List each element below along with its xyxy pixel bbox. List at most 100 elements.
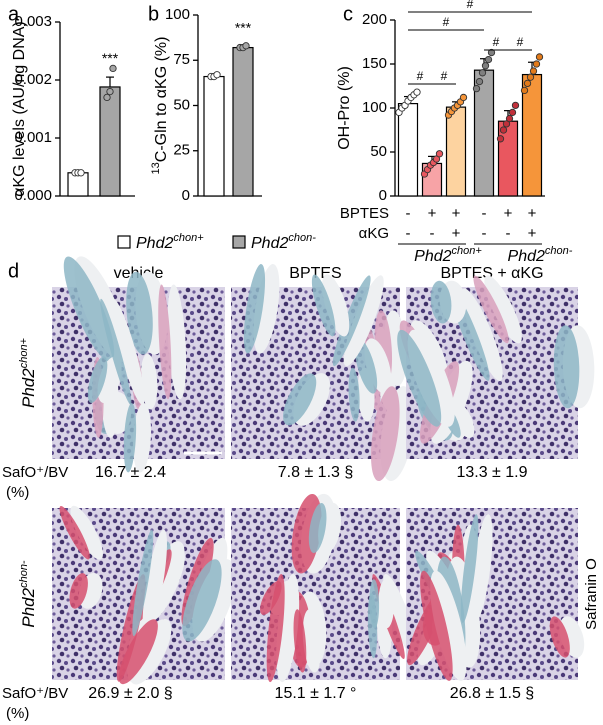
trabecula [123,402,137,473]
y-axis-label-part: 13 [150,162,162,174]
trabecula [132,529,154,637]
y-axis-label-part: C-Gln to αKG (%) [153,37,170,163]
row-label: Phd2chon+ [18,337,39,408]
data-point [103,93,111,102]
column-label: BPTES + αKG [440,265,543,282]
micrograph [52,505,236,685]
condition-mark: + [528,225,537,242]
marrow-space [132,402,152,473]
condition-mark: - [406,205,411,222]
quant-value: 7.8 ± 1.3 § [278,464,354,481]
condition-mark: - [482,205,487,222]
group-label-part: chon- [545,245,573,257]
significance: *** [235,19,252,35]
data-point [508,108,517,117]
data-point [535,53,544,61]
trabecula [460,514,479,623]
y-tick-label: 50 [173,96,190,113]
trabecula [311,274,336,337]
panel-label: a [8,3,20,25]
data-point [475,77,484,86]
bracket-label: # [443,15,450,29]
trabecula [549,616,570,658]
y-tick-label: 100 [165,6,190,23]
y-tick-label: 0.001 [14,129,52,146]
panel-label: c [343,3,353,25]
marrow-space [378,579,395,629]
trabecula [397,329,442,427]
panel-label: d [8,260,19,282]
legend-swatch [117,235,131,249]
y-tick-label: 100 [362,99,387,116]
trabecula [354,338,378,394]
bar [203,75,225,197]
data-point [484,55,493,64]
marrow-space [302,609,322,673]
y-tick-label: 0.002 [14,71,52,88]
condition-mark: + [428,205,437,222]
trabecula [87,356,108,403]
micrograph [231,493,418,683]
trabecula [118,619,158,685]
y-axis-label: OH-Pro (%) [336,66,353,150]
data-point [459,93,468,102]
legend-label: Phd2chon- [251,232,316,252]
data-point [106,87,114,96]
trabecula [59,505,90,560]
stain-label: Safranin O [583,558,600,630]
data-point [526,73,535,81]
marrow-space [461,288,503,381]
legend-label-part: chon+ [173,232,204,244]
quant-value: 15.1 ± 1.7 ° [275,685,357,702]
data-point [478,69,487,77]
data-point [532,60,541,68]
row-label-part: Phd2 [19,368,38,408]
y-axis-label: αKG levels (AU/ng DNA) [11,21,28,197]
row-label-part: Phd2 [19,587,38,627]
group-label: Phd2chon- [508,245,573,265]
data-point [435,150,444,158]
trabecula [283,373,317,426]
condition-mark: - [406,225,411,242]
trabecula [473,275,509,344]
condition-label: αKG [359,225,389,242]
marrow-space [321,274,350,337]
marrow-space [111,298,145,405]
micrograph [231,264,415,482]
condition-mark: - [506,225,511,242]
trabecula [243,264,266,354]
condition-mark: - [430,225,435,242]
data-point [523,79,532,88]
trabecula [69,573,88,609]
legend-label-part: Phd2 [251,235,288,252]
legend-swatch [232,235,246,249]
trabecula [293,609,307,673]
bracket-label: # [441,69,448,83]
data-point [77,169,85,177]
data-point [213,71,221,79]
quant-label: SafO⁺/BV [2,464,68,481]
data-point [505,114,514,123]
data-point [520,86,529,95]
marrow-space [430,570,467,681]
significance: *** [102,50,119,66]
condition-mark: + [504,205,513,222]
y-tick-label: 150 [362,55,387,72]
trabecula [100,298,132,405]
group-label-part: chon+ [452,245,483,257]
data-point [496,135,505,143]
y-tick-label: 0.003 [14,13,52,30]
y-tick-label: 0.000 [14,187,52,204]
legend-label-part: Phd2 [136,235,173,252]
marrow-space [470,514,493,623]
condition-mark: - [482,225,487,242]
bar [397,102,419,197]
data-point [432,155,441,163]
row-label-part: chon- [18,560,30,588]
row-label: Phd2chon- [18,560,39,628]
quant-unit: (%) [6,484,29,501]
y-axis-label-part: OH-Pro (%) [336,66,353,150]
condition-mark: + [528,205,537,222]
quant-value: 26.8 ± 1.5 § [450,685,534,702]
data-point [499,126,508,134]
